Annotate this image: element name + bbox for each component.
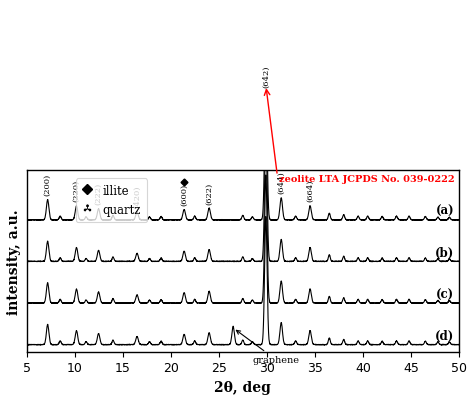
Y-axis label: intensity, a.u.: intensity, a.u. — [7, 209, 21, 314]
X-axis label: 2θ, deg: 2θ, deg — [214, 380, 271, 394]
Text: (222): (222) — [95, 183, 102, 205]
Text: (642): (642) — [262, 66, 270, 88]
Text: (600): (600) — [180, 183, 188, 206]
Text: (644): (644) — [277, 171, 285, 194]
Text: (200): (200) — [44, 174, 52, 196]
Text: (d): (d) — [435, 329, 454, 342]
Text: (a): (a) — [436, 205, 454, 218]
Text: (420): (420) — [133, 185, 141, 208]
Text: (c): (c) — [436, 288, 454, 301]
Text: (b): (b) — [435, 246, 454, 259]
Text: (622): (622) — [205, 182, 213, 204]
Legend: illite, quartz: illite, quartz — [76, 179, 147, 223]
Text: zeolite LTA JCPDS No. 039-0222: zeolite LTA JCPDS No. 039-0222 — [279, 174, 455, 184]
Text: graphene: graphene — [237, 330, 300, 364]
Text: (220): (220) — [73, 180, 81, 202]
Text: (664): (664) — [306, 180, 314, 202]
